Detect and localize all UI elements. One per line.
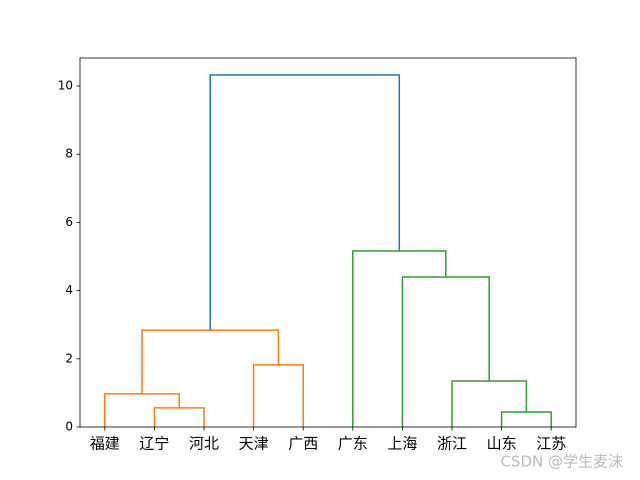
dendrogram-link — [401, 276, 490, 427]
leaf-label: 福建 — [90, 435, 120, 453]
dendrogram-link — [153, 407, 205, 427]
leaf-label: 江苏 — [536, 435, 566, 453]
leaf-label: 浙江 — [437, 435, 467, 453]
y-tick-label: 8 — [65, 147, 73, 161]
y-tick-label: 2 — [65, 351, 73, 365]
y-tick-label: 4 — [65, 283, 73, 297]
dendrogram-link — [252, 364, 304, 427]
dendrogram-link — [209, 74, 401, 331]
dendrogram-link — [104, 393, 180, 427]
dendrogram-link — [451, 380, 528, 427]
leaf-label: 辽宁 — [139, 435, 169, 453]
dendrogram-link — [500, 411, 552, 427]
leaf-label: 广西 — [288, 435, 318, 453]
leaf-label: 山东 — [487, 435, 517, 453]
y-tick-label: 6 — [65, 215, 73, 229]
plot-frame — [79, 57, 577, 428]
y-tick-label: 10 — [58, 78, 73, 92]
dendrogram-link — [141, 329, 280, 394]
leaf-label: 河北 — [189, 435, 219, 453]
leaf-label: 上海 — [387, 435, 417, 453]
leaf-label: 天津 — [239, 435, 269, 453]
watermark: CSDN @学生麦沫 — [500, 453, 623, 471]
y-tick-label: 0 — [65, 420, 73, 434]
dendrogram-link — [352, 250, 447, 427]
leaf-label: 广东 — [338, 435, 368, 453]
